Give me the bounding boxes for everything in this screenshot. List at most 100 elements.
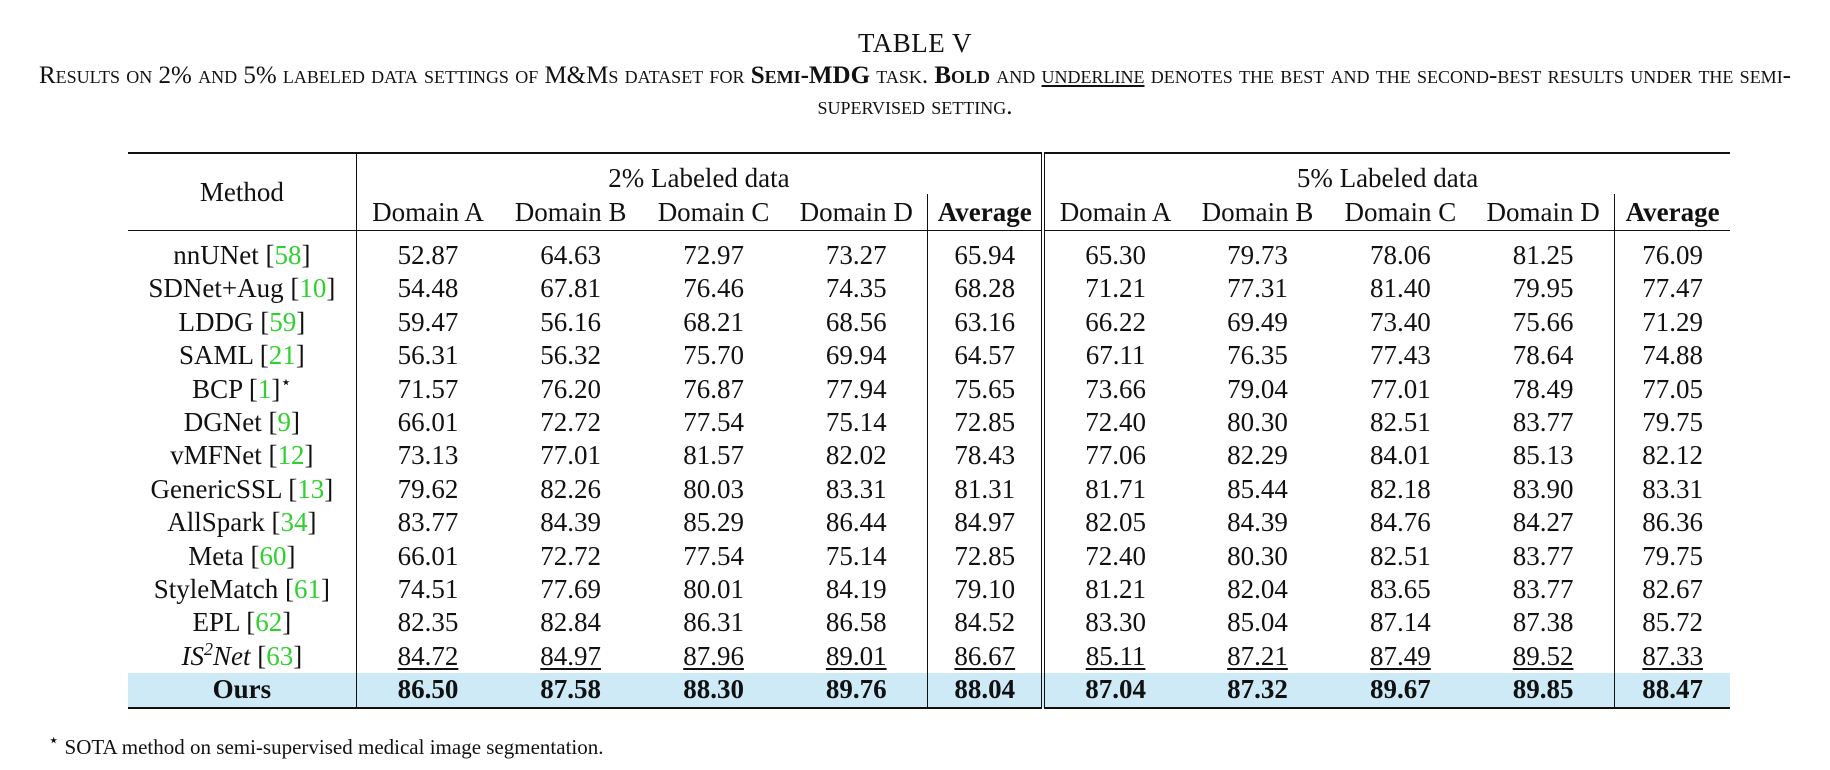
table-cell: 83.90: [1512, 473, 1574, 504]
table-cell: 77.43: [1370, 340, 1431, 371]
table-row: EPL [62] 82.35 82.84 86.31 86.58 84.52 83.30 85…: [128, 606, 1730, 640]
citation-link[interactable]: 58: [274, 240, 302, 270]
table-cell-value: 87.33: [1642, 640, 1704, 671]
citation-link[interactable]: 60: [259, 540, 287, 571]
table-cell: 81.21: [1041, 573, 1187, 607]
table-cell: 83.77: [1512, 574, 1574, 605]
table-cell: 72.40: [1041, 406, 1187, 440]
method-name: StyleMatch: [153, 574, 279, 605]
table-cell: 66.01: [355, 406, 500, 440]
table-cell: 65.94: [927, 230, 1044, 273]
table-cell-value: 89.52: [1512, 640, 1574, 671]
table-cell: 72.72: [540, 407, 602, 438]
table-row-ours: Ours 86.50 87.58 88.30 89.76 88.04 87.04 87.32 8…: [128, 673, 1730, 708]
table-cell: 82.29: [1227, 440, 1288, 471]
table-row: SDNet+Aug [10] 54.48 67.81 76.46 74.35 68.28 7…: [128, 272, 1730, 306]
table-cell: 80.03: [683, 473, 744, 504]
table-row: nnUNet [58] 52.87 64.63 72.97 73.27 65.94 65.3…: [128, 230, 1730, 273]
table-cell: 68.28: [927, 272, 1044, 306]
table-cell: 75.70: [683, 340, 744, 371]
table-cell: 89.76: [785, 673, 928, 708]
citation-link[interactable]: 59: [269, 306, 297, 337]
table-cell: 64.63: [540, 240, 602, 270]
table-cell: 72.72: [540, 540, 602, 571]
table-cell: 63.16: [927, 305, 1044, 340]
column-header: Domain A: [355, 194, 500, 231]
table-row: SAML [21] 56.31 56.32 75.70 69.94 64.57 67.11 7…: [128, 339, 1730, 373]
table-cell: 83.31: [825, 473, 887, 504]
table-cell: 80.30: [1227, 407, 1288, 438]
table-cell: 82.51: [1370, 540, 1431, 571]
table-cell: 71.29: [1614, 305, 1730, 340]
citation-link[interactable]: 1: [257, 373, 272, 404]
citation-link[interactable]: 63: [266, 640, 294, 671]
citation-link[interactable]: 9: [277, 407, 292, 438]
table-cell: 77.47: [1614, 272, 1730, 306]
method-cell: nnUNet [58]: [173, 240, 311, 270]
method-cell: GenericSSL [13]: [150, 473, 334, 504]
table-cell-value: 84.97: [540, 640, 602, 671]
method-cell: SAML [21]: [179, 340, 305, 371]
table-cell: 82.02: [825, 440, 887, 471]
table-cell: 85.72: [1614, 606, 1730, 640]
method-name: IS2Net: [181, 638, 251, 671]
citation-link[interactable]: 10: [299, 273, 327, 304]
citation-link[interactable]: 61: [294, 574, 321, 605]
table-cell: 56.31: [355, 339, 500, 373]
table-cell: 89.52: [1472, 640, 1615, 673]
citation-link[interactable]: 62: [255, 607, 283, 638]
table-cell: 83.77: [1512, 407, 1574, 438]
citation-link[interactable]: 12: [277, 440, 305, 471]
table-cell-value: 86.67: [954, 640, 1016, 671]
table-cell: 79.75: [1614, 539, 1730, 574]
table-cell: 67.81: [540, 273, 602, 304]
table-cell: 84.97: [927, 506, 1044, 540]
table-cell: 85.04: [1227, 607, 1288, 638]
table-cell: 79.75: [1614, 406, 1730, 440]
column-header: Domain B: [1186, 194, 1329, 231]
citation-link[interactable]: 34: [280, 507, 308, 538]
table-cell: 72.97: [683, 240, 744, 270]
table-cell: 69.94: [825, 340, 887, 371]
table-cell: 66.01: [355, 539, 500, 574]
table-cell: 87.33: [1614, 639, 1730, 674]
table-header-domain-row: Domain A Domain B Domain C Domain D Aver…: [128, 194, 1730, 231]
table-cell: 84.27: [1512, 507, 1574, 538]
method-name: vMFNet: [170, 440, 262, 471]
column-header-average: Average: [927, 194, 1044, 231]
table-cell: 76.09: [1614, 230, 1730, 273]
citation-link[interactable]: 13: [297, 473, 325, 504]
table-cell: 87.04: [1041, 673, 1187, 708]
group-header-5pct: 5% Labeled data: [1041, 153, 1730, 194]
footnote: ⋆ SOTA method on semi-supervised medical…: [48, 731, 604, 760]
table-number: TABLE V: [857, 28, 973, 58]
table-cell: 71.21: [1041, 272, 1187, 306]
method-name: GenericSSL: [150, 473, 282, 504]
table-cell: 79.62: [355, 472, 500, 507]
table-cell: 84.76: [1370, 507, 1431, 538]
table-cell: 54.48: [355, 272, 500, 306]
method-cell: EPL [62]: [192, 607, 292, 638]
column-header: Domain B: [499, 194, 643, 231]
table-cell: 84.39: [1227, 507, 1288, 538]
table-cell: 77.31: [1227, 273, 1288, 304]
table-cell: 82.18: [1370, 473, 1431, 504]
table-cell: 74.51: [355, 573, 500, 607]
table-cell: 81.57: [683, 440, 744, 471]
table-body: nnUNet [58] 52.87 64.63 72.97 73.27 65.94 65.3…: [128, 230, 1730, 708]
method-cell: StyleMatch [61]: [153, 574, 330, 605]
table-cell: 78.49: [1512, 373, 1574, 404]
table-cell: 77.05: [1614, 372, 1730, 407]
method-name: DGNet: [183, 407, 262, 438]
table-cell: 85.11: [1041, 639, 1187, 674]
method-name: SDNet+Aug: [148, 273, 284, 304]
table-cell: 82.04: [1227, 574, 1288, 605]
column-header-average: Average: [1614, 194, 1730, 231]
table-cell: 78.06: [1370, 240, 1431, 270]
table-cell: 76.35: [1227, 340, 1288, 371]
table-row: BCP [1]⋆ 71.57 76.20 76.87 77.94 75.65 73.66 79…: [128, 372, 1730, 407]
citation-link[interactable]: 21: [268, 340, 296, 371]
footnote-text: SOTA method on semi-supervised medical i…: [64, 735, 604, 759]
table-cell: 66.22: [1041, 305, 1187, 340]
method-name: EPL: [192, 607, 240, 638]
